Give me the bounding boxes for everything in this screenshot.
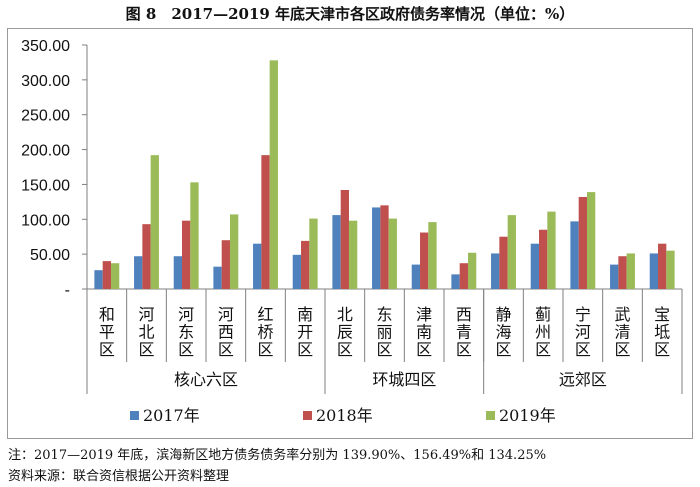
bar-2017年-河东区 xyxy=(173,256,183,289)
category-label: 静海区 xyxy=(495,305,511,359)
source-note: 资料来源：联合资信根据公开资料整理 xyxy=(8,469,230,484)
bar-2019年-静海区 xyxy=(507,215,516,289)
bar-2018年-宝坻区 xyxy=(658,243,667,289)
category-label: 河北区 xyxy=(138,305,154,359)
category-label: 河东区 xyxy=(178,305,194,359)
bar-2017年-和平区 xyxy=(94,270,103,289)
legend-label: 2018年 xyxy=(316,406,373,425)
bar-2019年-和平区 xyxy=(110,263,120,289)
bar-2018年-河西区 xyxy=(221,240,230,289)
bar-2017年-河西区 xyxy=(213,266,222,289)
bar-2019年-津南区 xyxy=(428,222,437,289)
legend-label: 2019年 xyxy=(499,406,556,425)
bar-2019年-宝坻区 xyxy=(666,250,675,289)
bar-2018年-宁河区 xyxy=(578,196,587,289)
bar-2017年-红桥区 xyxy=(253,243,262,289)
bar-2017年-蓟州区 xyxy=(530,243,540,289)
footnote: 注：2017—2019 年底，滨海新区地方债务债务率分别为 139.90%、15… xyxy=(8,448,547,463)
bar-2017年-西青区 xyxy=(451,274,460,289)
group-label: 远郊区 xyxy=(559,370,607,389)
category-label: 宁河区 xyxy=(575,305,591,359)
bar-2019年-河西区 xyxy=(229,214,239,289)
bar-2018年-津南区 xyxy=(420,232,429,289)
category-label: 南开区 xyxy=(297,305,313,359)
category-label: 河西区 xyxy=(218,305,234,359)
category-label: 西青区 xyxy=(456,305,472,359)
y-tick-label: 150.00 xyxy=(21,177,70,194)
legend-swatch-2018年 xyxy=(303,411,312,420)
bar-2019年-红桥区 xyxy=(269,60,278,289)
bar-2017年-津南区 xyxy=(411,264,421,289)
bar-2019年-西青区 xyxy=(467,252,477,289)
bar-2018年-东丽区 xyxy=(380,205,389,289)
category-label: 津南区 xyxy=(416,305,432,359)
category-label: 北辰区 xyxy=(337,305,353,359)
bar-2017年-东丽区 xyxy=(372,207,381,289)
y-tick-label: 300.00 xyxy=(21,73,70,90)
bar-2019年-河北区 xyxy=(150,155,159,289)
category-label: 武清区 xyxy=(614,305,630,359)
bar-2019年-南开区 xyxy=(309,218,318,289)
category-label: 东丽区 xyxy=(376,305,392,359)
category-label: 红桥区 xyxy=(257,305,273,359)
bar-2018年-武清区 xyxy=(618,256,627,289)
bar-2017年-宁河区 xyxy=(570,221,579,289)
bar-2018年-西青区 xyxy=(459,263,468,289)
bar-2017年-河北区 xyxy=(134,256,143,289)
bar-2018年-静海区 xyxy=(499,236,508,289)
bar-2017年-宝坻区 xyxy=(649,253,659,289)
y-tick-label: 200.00 xyxy=(21,143,70,160)
bar-2019年-河东区 xyxy=(190,182,199,289)
bar-2018年-红桥区 xyxy=(261,155,270,289)
legend-swatch-2017年 xyxy=(130,411,139,420)
bar-2019年-武清区 xyxy=(626,253,635,289)
bar-2018年-南开区 xyxy=(301,240,310,289)
bar-2019年-宁河区 xyxy=(586,192,596,289)
y-tick-label: 350.00 xyxy=(21,38,70,55)
bar-2017年-南开区 xyxy=(292,254,302,289)
y-tick-label: 250.00 xyxy=(21,108,70,125)
category-label: 宝坻区 xyxy=(654,305,670,359)
bar-2017年-武清区 xyxy=(610,264,619,289)
bar-2017年-北辰区 xyxy=(332,215,341,289)
bar-2018年-河北区 xyxy=(142,224,151,289)
chart-frame xyxy=(7,28,693,439)
bar-2018年-北辰区 xyxy=(340,190,349,289)
legend-label: 2017年 xyxy=(143,406,200,425)
bar-2018年-蓟州区 xyxy=(539,229,548,289)
category-label: 和平区 xyxy=(99,305,115,359)
bar-2018年-和平区 xyxy=(102,261,111,289)
group-label: 核心六区 xyxy=(174,370,238,389)
group-label: 环城四区 xyxy=(372,370,436,389)
chart-title: 图 8 2017—2019 年底天津市各区政府债务率情况（单位：%） xyxy=(125,5,575,23)
y-tick-label: 100.00 xyxy=(21,212,70,229)
bar-2019年-北辰区 xyxy=(348,220,358,289)
legend-swatch-2019年 xyxy=(486,411,495,420)
y-tick-label: - xyxy=(65,282,70,299)
y-tick-label: 50.00 xyxy=(30,247,70,264)
bar-2018年-河东区 xyxy=(182,220,191,289)
bar-2019年-蓟州区 xyxy=(547,211,556,289)
bar-2019年-东丽区 xyxy=(388,218,397,289)
category-label: 蓟州区 xyxy=(535,305,551,359)
bar-2017年-静海区 xyxy=(491,253,500,289)
